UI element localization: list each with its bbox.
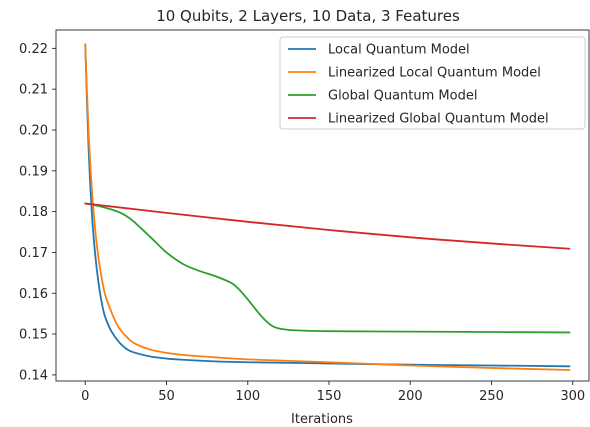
x-axis-label: Iterations [291,412,353,427]
x-tick-label: 150 [317,389,342,404]
series-line-1 [84,43,571,368]
y-tick-label: 0.18 [19,205,48,220]
y-tick-label: 0.14 [19,368,48,383]
legend-label-4: Linearized Global Quantum Model [328,112,549,127]
series-line-3 [84,202,571,334]
legend-label-1: Local Quantum Model [328,43,470,58]
x-tick-label: 250 [479,389,504,404]
x-axis: 0 50 100 150 200 250 300 [81,381,585,404]
y-tick-label: 0.19 [19,164,48,179]
x-tick-label: 200 [398,389,423,404]
y-axis: 0.14 0.15 0.16 0.17 0.18 0.19 0.20 0.21 0.22 [19,42,56,383]
y-tick-label: 0.21 [19,83,48,98]
x-tick-label: 100 [235,389,260,404]
series-line-4 [84,202,571,250]
x-tick-label: 50 [158,389,175,404]
y-tick-label: 0.15 [19,328,48,343]
legend-label-2: Linearized Local Quantum Model [328,66,541,81]
plot-frame [55,29,590,382]
y-tick-label: 0.20 [19,123,48,138]
legend-label-3: Global Quantum Model [328,89,477,104]
y-tick-label: 0.22 [19,42,48,57]
series-line-2 [84,43,571,371]
chart-title: 10 Qubits, 2 Layers, 10 Data, 3 Features [156,7,460,25]
y-tick-label: 0.17 [19,246,48,261]
x-tick-label: 300 [560,389,585,404]
legend: Local Quantum Model Linearized Local Quan… [279,36,586,130]
plot-lines [84,43,571,371]
legend-frame [279,36,586,130]
x-tick-label: 0 [81,389,89,404]
y-tick-label: 0.16 [19,287,48,302]
